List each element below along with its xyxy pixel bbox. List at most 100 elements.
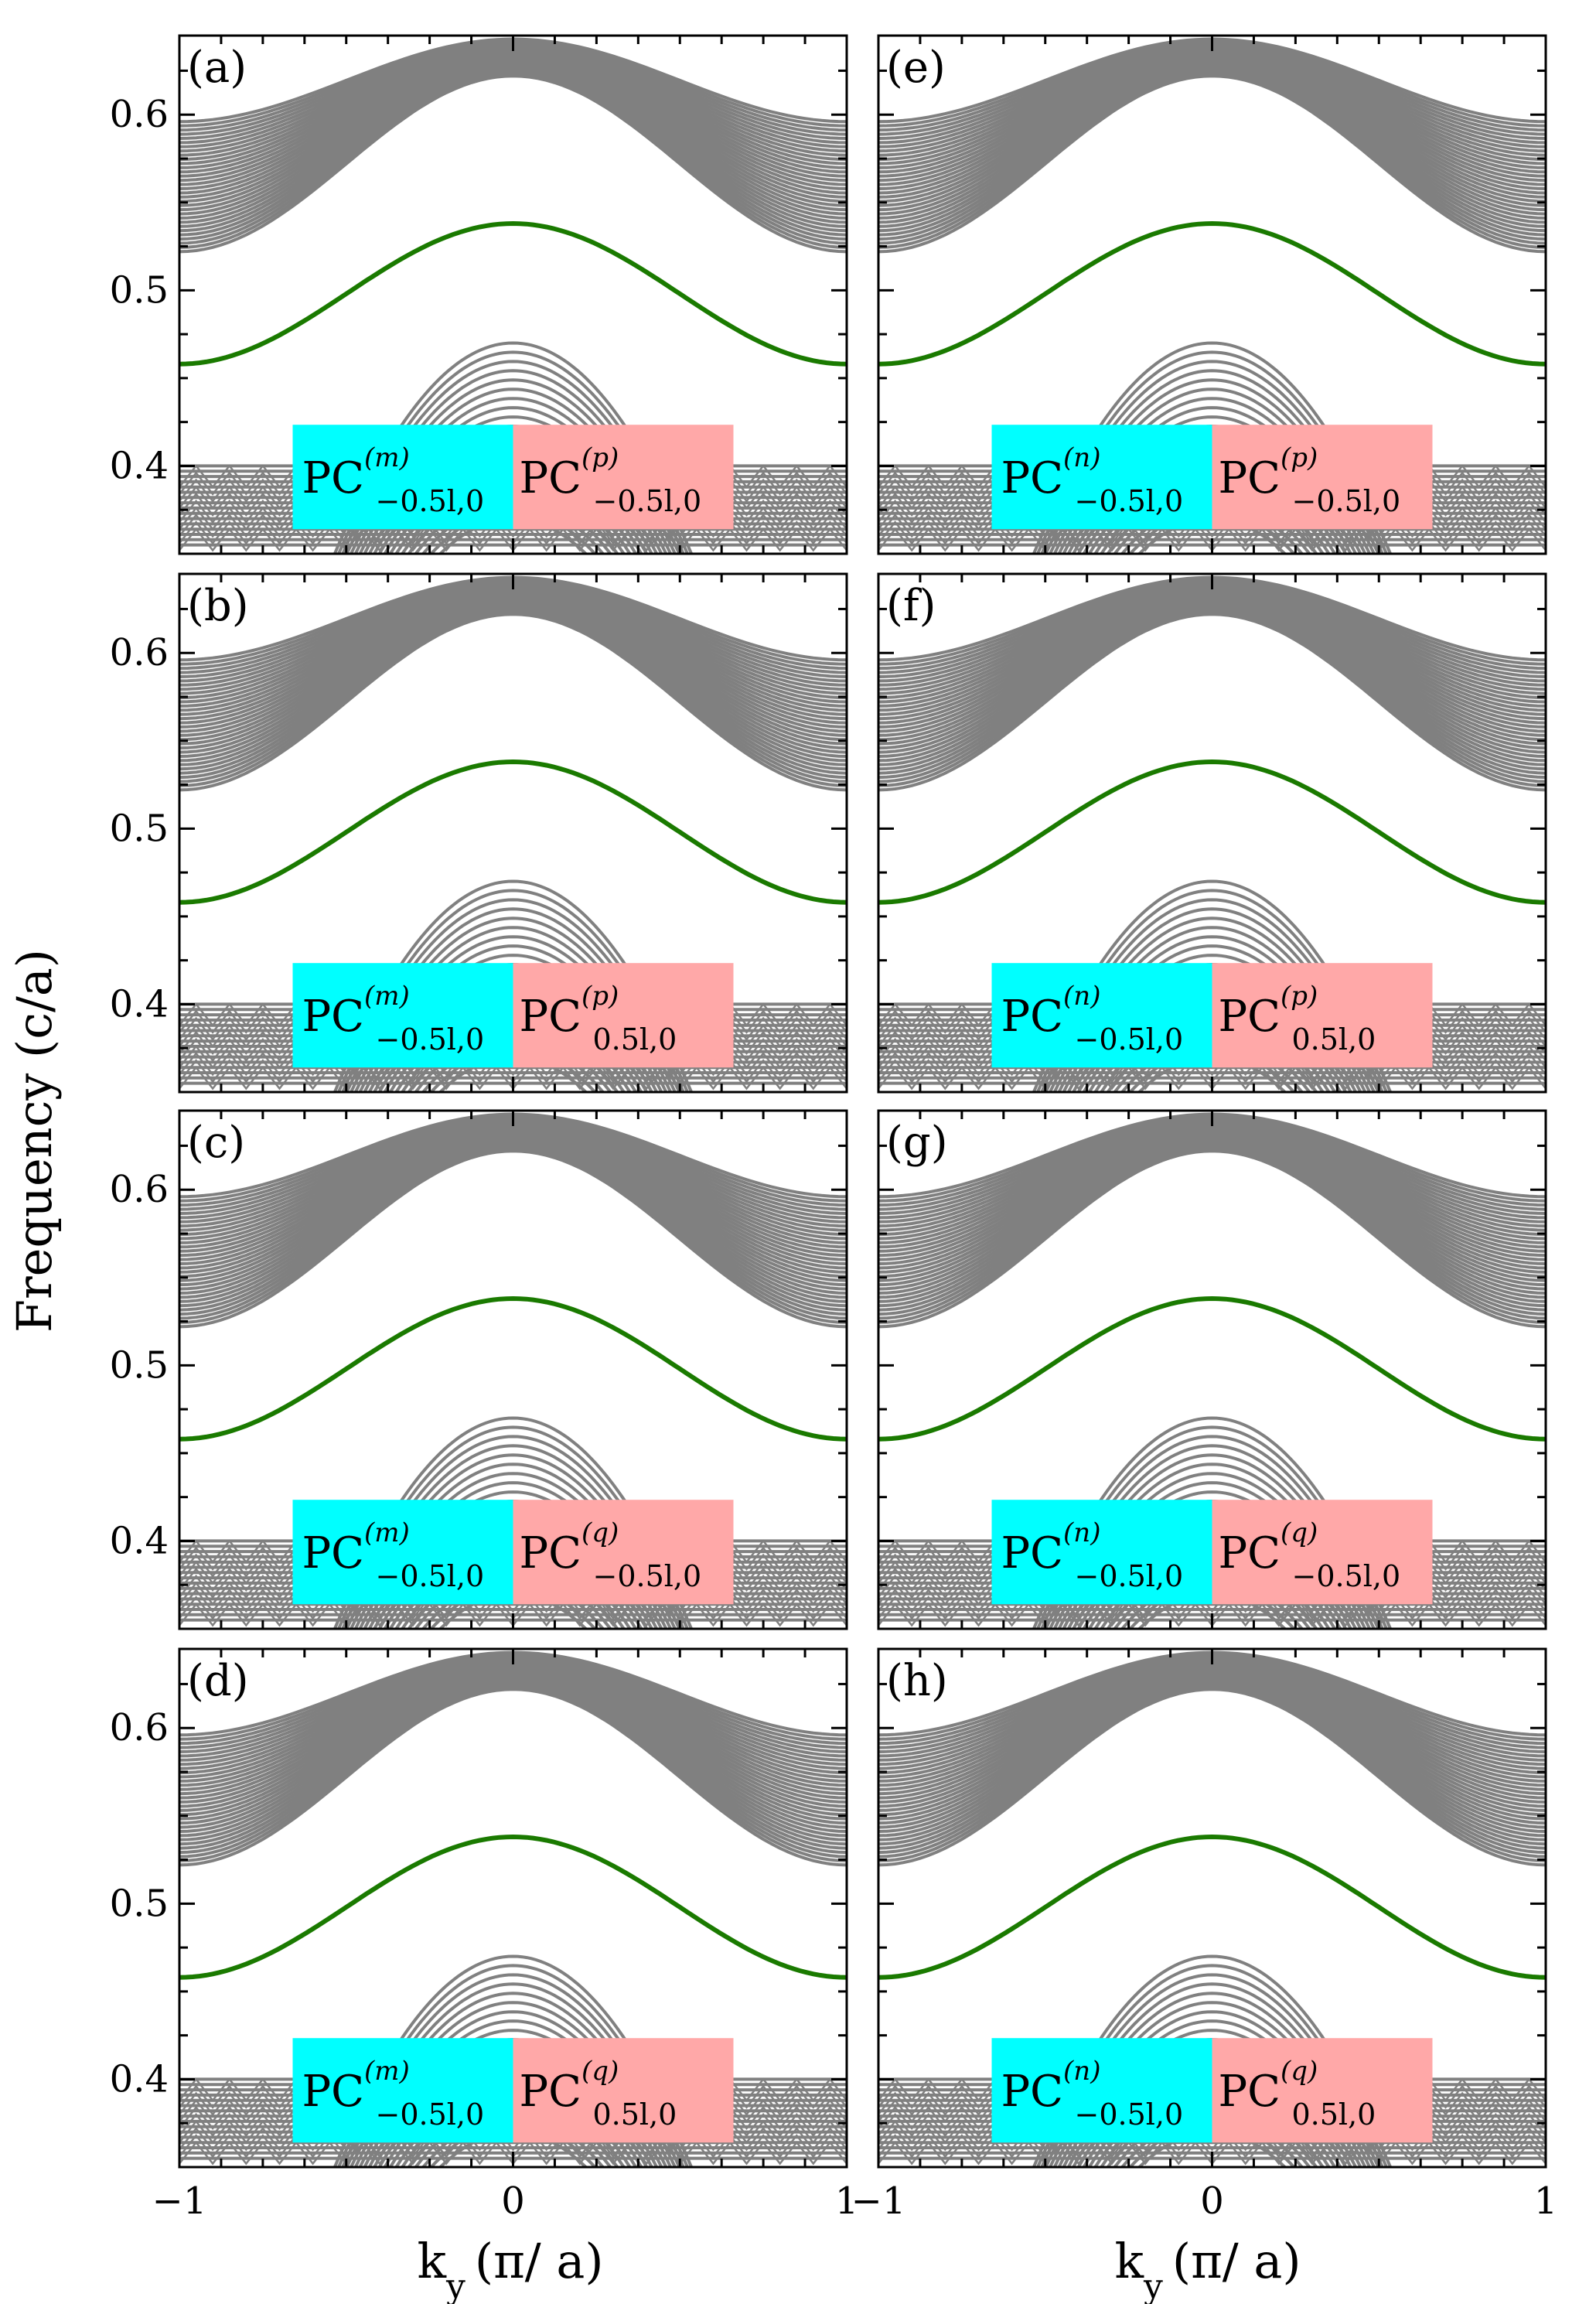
bulk-band-zigzag <box>179 1588 847 1613</box>
inset-main-text: PC <box>1001 992 1064 1042</box>
panel-a: PC(m)−0.5l,0 PC(p)−0.5l,00.40.50.6(a) <box>110 34 848 555</box>
panel-label: (g) <box>886 1118 948 1168</box>
inset-main-text: PC <box>520 992 582 1042</box>
y-tick-label: 0.4 <box>110 444 169 487</box>
inset-main-text: PC <box>520 1528 582 1579</box>
inset-right-box <box>1212 425 1433 530</box>
y-tick-label: 0.6 <box>110 93 169 136</box>
edge-state-line <box>179 1295 847 1442</box>
inset-left-sub: −0.5l,0 <box>376 2097 485 2132</box>
inset-right-sub: −0.5l,0 <box>1292 1559 1401 1593</box>
inset-left-sub: −0.5l,0 <box>376 484 485 518</box>
y-tick-label: 0.5 <box>110 807 169 850</box>
inset-left-sub: −0.5l,0 <box>1075 1022 1184 1056</box>
panel-c: PC(m)−0.5l,0 PC(q)−0.5l,00.40.50.6(c) <box>110 1109 848 1630</box>
inset-right-sub: −0.5l,0 <box>593 1559 702 1593</box>
panel-b: PC(m)−0.5l,0 PC(p)0.5l,00.40.50.6(b) <box>110 572 848 1094</box>
inset-main-text: PC <box>1219 992 1281 1042</box>
inset-sup-text: (n) <box>1063 442 1100 473</box>
inset-main-text: PC <box>1001 453 1064 503</box>
panel-h: PC(n)−0.5l,0 PC(q)0.5l,0−1 0 1(h) <box>851 1647 1557 2223</box>
inset-left-box <box>991 963 1212 1068</box>
inset-right-label: PC(p) <box>520 442 619 503</box>
panel-f: PC(n)−0.5l,0 PC(p)0.5l,0(f) <box>877 572 1547 1094</box>
y-axis-title: Frequency (c/a) <box>6 949 63 1333</box>
edge-state-line <box>878 759 1546 905</box>
inset-main-text: PC <box>302 1528 365 1579</box>
inset-left-box <box>991 1500 1212 1605</box>
inset-right-sub: 0.5l,0 <box>1292 1022 1376 1056</box>
inset-left-sub: −0.5l,0 <box>1075 484 1184 518</box>
inset-sup-text: (n) <box>1063 1517 1100 1548</box>
bulk-band-line <box>878 1688 1546 1867</box>
inset-right-sub: 0.5l,0 <box>1292 2097 1376 2132</box>
x-title-sub: y <box>445 2267 466 2304</box>
panel-label: (b) <box>187 581 249 631</box>
inset-sup-text: (p) <box>1281 442 1318 473</box>
inset-main-text: PC <box>1001 2067 1064 2117</box>
bulk-band-zigzag <box>878 1051 1546 1077</box>
inset-sup-text: (m) <box>364 442 410 473</box>
inset-sup-text: (m) <box>364 981 410 1012</box>
inset-left-label: PC(m) <box>302 1517 410 1579</box>
inset-sup-text: (n) <box>1063 981 1100 1012</box>
inset-main-text: PC <box>1219 2067 1281 2117</box>
edge-state-line <box>878 1834 1546 1980</box>
y-tick-label: 0.5 <box>110 268 169 312</box>
inset-left-sub: −0.5l,0 <box>1075 1559 1184 1593</box>
inset-right-box <box>1212 2038 1433 2143</box>
edge-state-line <box>179 1834 847 1980</box>
inset-right-label: PC(q) <box>1219 1517 1318 1579</box>
inset-right-box <box>1212 963 1433 1068</box>
x-tick-label: 0 <box>1200 2179 1224 2223</box>
inset-right-sub: −0.5l,0 <box>593 484 702 518</box>
inset-main-text: PC <box>302 992 365 1042</box>
panel-label: (e) <box>886 43 946 93</box>
x-title-main: k <box>1114 2233 1144 2289</box>
x-tick-label: 0 <box>501 2179 525 2223</box>
inset-right-label: PC(q) <box>520 1517 619 1579</box>
inset-right-sub: 0.5l,0 <box>593 2097 677 2132</box>
inset-right-label: PC(p) <box>1219 981 1318 1042</box>
x-tick-label: −1 <box>152 2179 207 2223</box>
inset-main-text: PC <box>1001 1528 1064 1579</box>
inset-sup-text: (q) <box>1281 1517 1318 1548</box>
bulk-band-zigzag <box>878 2126 1546 2152</box>
inset-sup-text: (n) <box>1063 2056 1100 2087</box>
inset-left-label: PC(n) <box>1001 2056 1101 2117</box>
inset-left-box <box>292 1500 513 1605</box>
panel-label: (h) <box>886 1656 948 1706</box>
inset-main-text: PC <box>1219 453 1281 503</box>
inset-right-box <box>513 425 734 530</box>
panel-g: PC(n)−0.5l,0 PC(q)−0.5l,0(g) <box>877 1109 1547 1630</box>
inset-right-sub: −0.5l,0 <box>1292 484 1401 518</box>
inset-right-label: PC(p) <box>1219 442 1318 503</box>
bulk-band-zigzag <box>179 513 847 538</box>
bulk-band-zigzag <box>878 1588 1546 1613</box>
y-tick-label: 0.4 <box>110 2057 169 2101</box>
inset-left-box <box>292 425 513 530</box>
bulk-band-line <box>179 1149 847 1329</box>
inset-right-label: PC(p) <box>520 981 619 1042</box>
inset-sup-text: (q) <box>1281 2056 1318 2087</box>
inset-left-box <box>292 2038 513 2143</box>
bulk-band-line <box>878 1149 1546 1329</box>
panel-label: (c) <box>187 1118 245 1168</box>
inset-right-box <box>513 2038 734 2143</box>
x-title-main: k <box>417 2233 446 2289</box>
inset-right-box <box>513 1500 734 1605</box>
bulk-band-zigzag <box>179 2126 847 2152</box>
bulk-band-line <box>179 1688 847 1867</box>
panels-group: PC(m)−0.5l,0 PC(p)−0.5l,00.40.50.6(a)PC(n… <box>110 34 1557 2223</box>
y-tick-label: 0.6 <box>110 631 169 674</box>
inset-left-sub: −0.5l,0 <box>376 1559 485 1593</box>
edge-state-line <box>179 220 847 367</box>
inset-sup-text: (m) <box>364 2056 410 2087</box>
inset-left-label: PC(m) <box>302 442 410 503</box>
inset-right-label: PC(q) <box>520 2056 619 2117</box>
bulk-band-line <box>878 74 1546 254</box>
y-tick-label: 0.5 <box>110 1882 169 1925</box>
inset-right-box <box>513 963 734 1068</box>
edge-state-line <box>878 220 1546 367</box>
